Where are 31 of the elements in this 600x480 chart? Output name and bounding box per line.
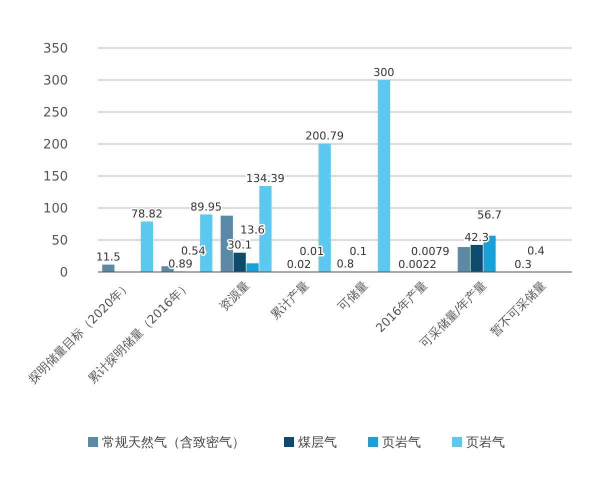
data-label: 89.95 [190,200,222,214]
y-tick-label: 200 [43,138,68,153]
x-tick-label: 暂不可采储量 [488,278,548,340]
x-tick-label: 可储量 [335,278,371,314]
y-tick-label: 50 [51,234,68,249]
data-label: 11.5 [96,250,121,264]
legend-label: 页岩气 [466,436,505,451]
data-label: 0.4 [527,244,545,258]
legend-label: 煤层气 [298,436,337,451]
y-tick-label: 100 [43,202,68,217]
y-tick-label: 250 [43,106,68,121]
data-label: 300 [373,66,394,79]
x-tick-label: 累计产量 [268,278,312,322]
y-tick-label: 150 [43,170,68,185]
data-label: 78.82 [131,208,163,221]
legend-label: 页岩气 [382,436,421,451]
data-label: 0.3 [514,258,532,271]
y-tick-label: 0 [60,266,68,281]
data-label: 0.89 [168,257,193,270]
data-label: 0.0022 [398,258,437,271]
data-label: 200.79 [305,129,344,142]
data-label: 56.7 [477,208,502,222]
y-tick-label: 300 [43,74,68,89]
data-label: 0.1 [349,244,367,258]
data-label: 0.8 [336,257,354,270]
legend-label: 常规天然气（含致密气） [102,436,245,451]
data-label: 134.39 [246,172,285,185]
data-label: 0.0079 [411,244,450,258]
data-label: 0.02 [286,258,312,271]
x-tick-label: 资源量 [216,278,252,314]
y-tick-label: 350 [43,42,68,57]
